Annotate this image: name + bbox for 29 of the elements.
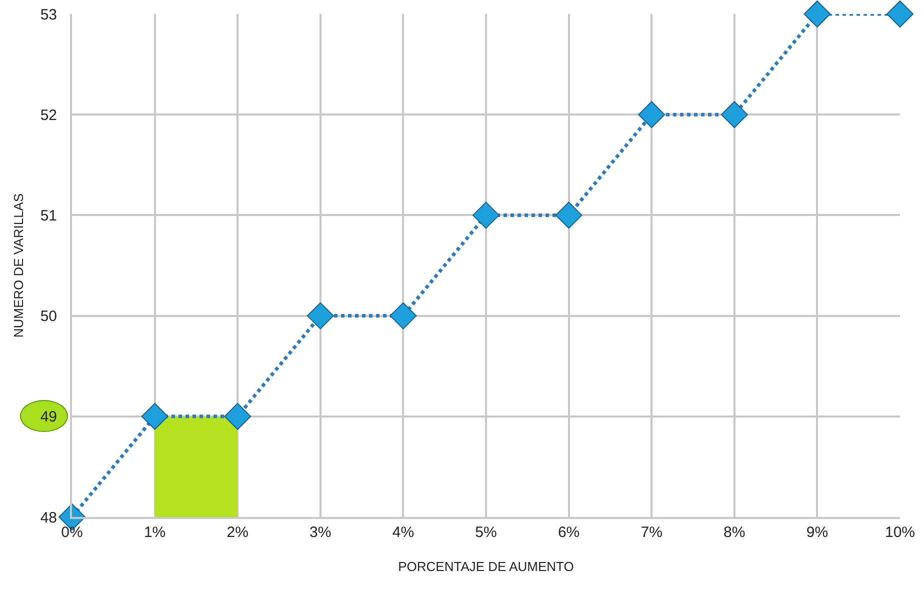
y-tick-label: 48: [40, 509, 57, 526]
x-tick-label: 3%: [310, 524, 332, 541]
x-tick-label: 4%: [392, 524, 414, 541]
y-tick-label: 50: [40, 308, 57, 326]
y-axis-title: NUMERO DE VARILLAS: [10, 193, 26, 338]
x-axis-title: PORCENTAJE DE AUMENTO: [398, 559, 574, 574]
point: [224, 402, 252, 430]
point: [390, 302, 417, 330]
point: [306, 302, 334, 330]
point: [886, 0, 914, 28]
y-tick-label: 51: [40, 207, 57, 224]
y-tick-label: 49: [40, 408, 57, 426]
x-tick-label: 6%: [558, 524, 580, 541]
x-tick-label: 5%: [475, 524, 497, 541]
x-tick-label: 8%: [724, 524, 746, 541]
point: [638, 101, 666, 128]
x-tick-label: 7%: [640, 524, 662, 541]
point: [141, 402, 168, 430]
point: [720, 101, 748, 128]
y-tick-label: 52: [40, 106, 57, 124]
y-tick-label: 53: [40, 6, 57, 24]
x-tick-label: 0%: [61, 524, 83, 541]
x-tick-label: 10%: [884, 524, 916, 541]
point: [472, 202, 500, 229]
point: [555, 202, 582, 229]
x-tick-label: 9%: [806, 524, 828, 541]
x-tick-label: 1%: [144, 524, 166, 541]
x-tick-label: 2%: [226, 524, 248, 541]
point: [804, 0, 831, 28]
